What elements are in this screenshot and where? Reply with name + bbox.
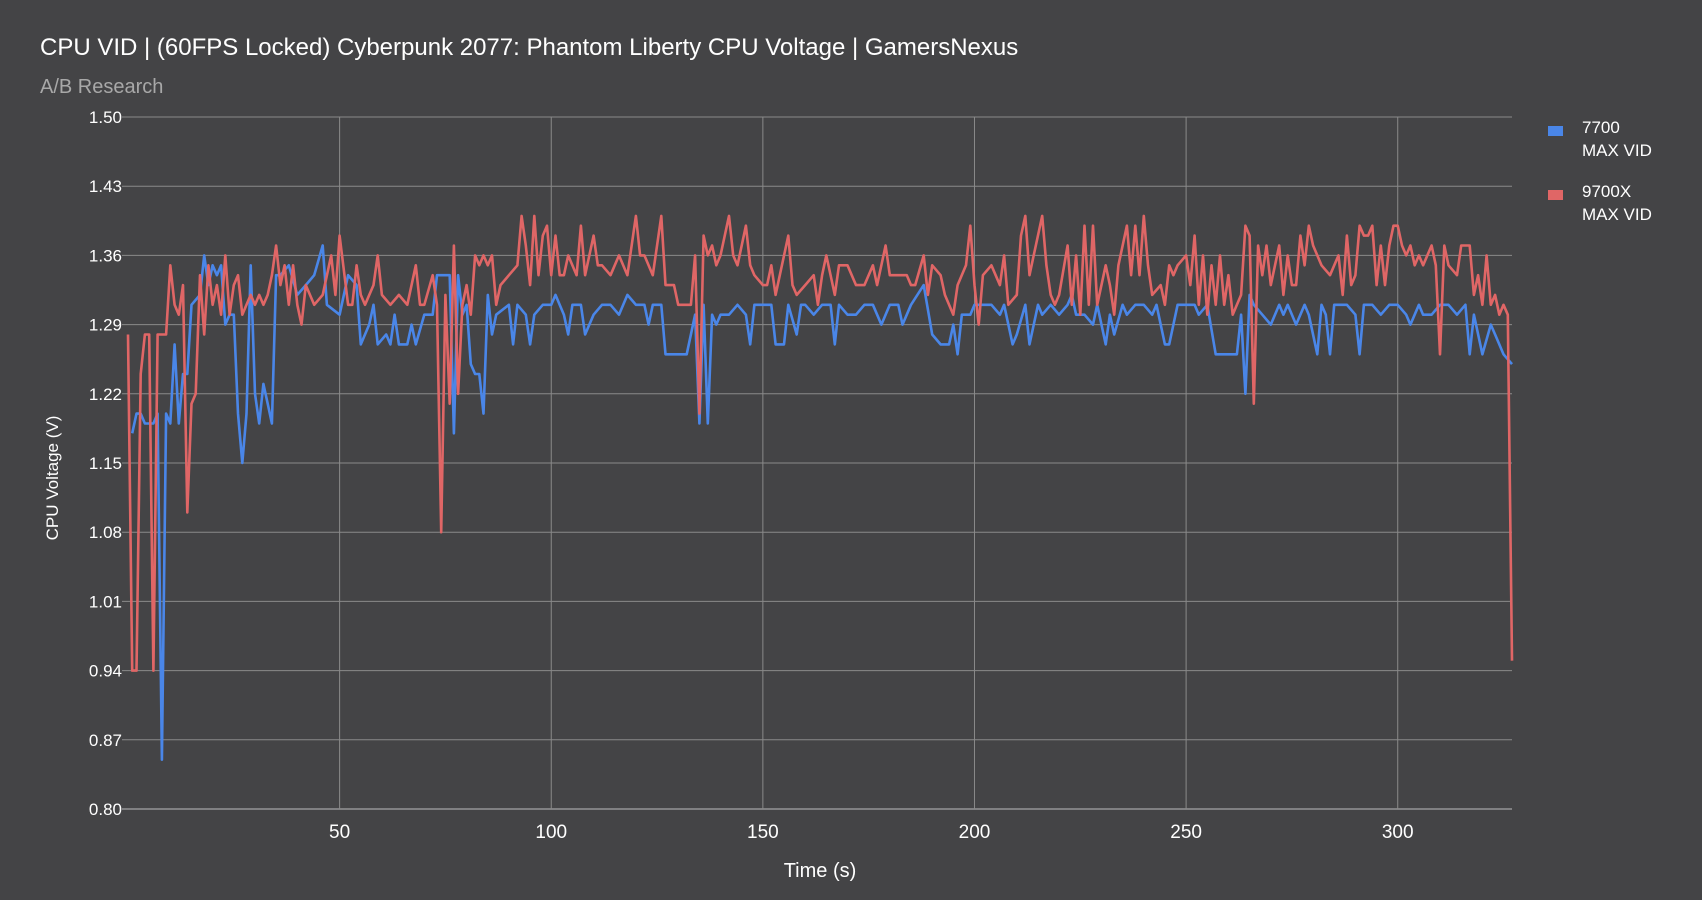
- y-axis-ticks: 0.80 0.87 0.94 1.01 1.08 1.15 1.22 1.29 1.36 1.43…: [89, 108, 122, 819]
- x-tick-label: 250: [1170, 822, 1202, 843]
- y-tick-label: 1.15: [89, 454, 122, 473]
- y-tick-label: 1.01: [89, 592, 122, 611]
- x-tick-label: 200: [959, 822, 991, 843]
- x-tick-label: 300: [1382, 822, 1414, 843]
- legend-label-7700: 7700 MAX VID: [1582, 118, 1652, 160]
- y-tick-label: 0.80: [89, 800, 122, 819]
- y-tick-label: 1.43: [89, 177, 122, 196]
- y-tick-label: 1.22: [89, 385, 122, 404]
- chart-title: CPU VID | (60FPS Locked) Cyberpunk 2077:…: [40, 34, 1019, 61]
- x-tick-label: 150: [747, 822, 779, 843]
- legend-swatch-9700x: [1548, 190, 1563, 200]
- x-axis-ticks: 50 100 150 200 250 300: [329, 822, 1414, 843]
- x-tick-label: 50: [329, 822, 350, 843]
- legend-swatch-7700: [1548, 126, 1563, 136]
- x-tick-label: 100: [535, 822, 567, 843]
- legend-label-9700x: 9700X MAX VID: [1582, 182, 1652, 224]
- y-axis-label: CPU Voltage (V): [43, 416, 62, 541]
- y-tick-label: 0.94: [89, 662, 122, 681]
- chart-subtitle: A/B Research: [40, 76, 164, 98]
- y-tick-label: 1.36: [89, 246, 122, 265]
- y-tick-label: 1.50: [89, 108, 122, 127]
- y-tick-label: 0.87: [89, 731, 122, 750]
- gridlines: [122, 116, 1512, 810]
- series-line-1: [126, 214, 1514, 672]
- y-tick-label: 1.29: [89, 316, 122, 335]
- x-axis-label: Time (s): [784, 860, 857, 882]
- series-line-0: [130, 244, 1513, 761]
- y-tick-label: 1.08: [89, 523, 122, 542]
- series-lines: [126, 214, 1514, 761]
